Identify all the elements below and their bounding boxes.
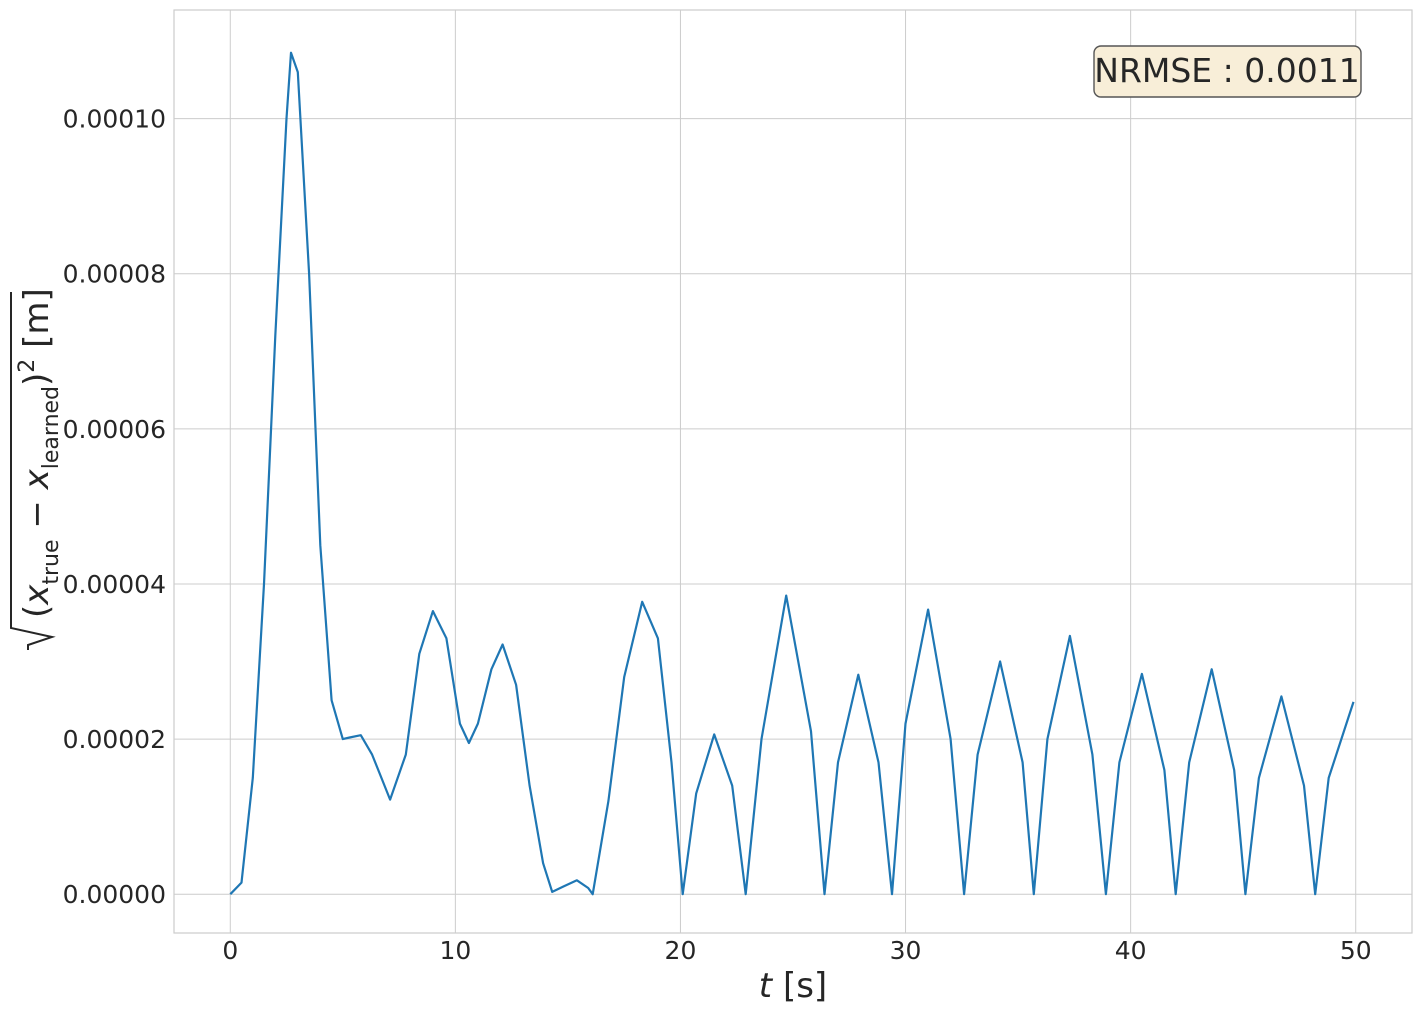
x-tick-label: 30: [890, 936, 922, 965]
x-tick-label: 10: [439, 936, 471, 965]
svg-text:(xtrue − xlearned)2 [m]: (xtrue − xlearned)2 [m]: [15, 288, 64, 618]
x-tick-label: 0: [222, 936, 238, 965]
x-tick-label: 40: [1115, 936, 1147, 965]
nrmse-annotation: NRMSE : 0.0011: [1093, 45, 1362, 98]
y-tick-label: 0.00000: [63, 880, 166, 909]
y-axis-label-radical: [10, 292, 56, 650]
x-axis-label: t [s]: [759, 966, 827, 1006]
grid: [174, 10, 1412, 933]
nrmse-annotation-text: NRMSE : 0.0011: [1094, 51, 1359, 90]
y-tick-label: 0.00004: [63, 570, 166, 599]
y-tick-label: 0.00010: [63, 105, 166, 134]
y-axis-label: (xtrue − xlearned)2 [m]: [10, 288, 64, 650]
y-tick-label: 0.00002: [63, 725, 166, 754]
series-line: [229, 51, 1355, 896]
x-tick-label: 50: [1340, 936, 1372, 965]
nrmse-annotation-box: [1093, 45, 1362, 98]
plot-area-frame: [173, 9, 1413, 934]
x-tick-label: 20: [665, 936, 697, 965]
axis-ticks: 0 10 20 30 40 50 0.00000 0.00002 0.00004 0.00006 0…: [63, 105, 1372, 965]
y-tick-label: 0.00006: [63, 415, 166, 444]
y-tick-label: 0.00008: [63, 260, 166, 289]
